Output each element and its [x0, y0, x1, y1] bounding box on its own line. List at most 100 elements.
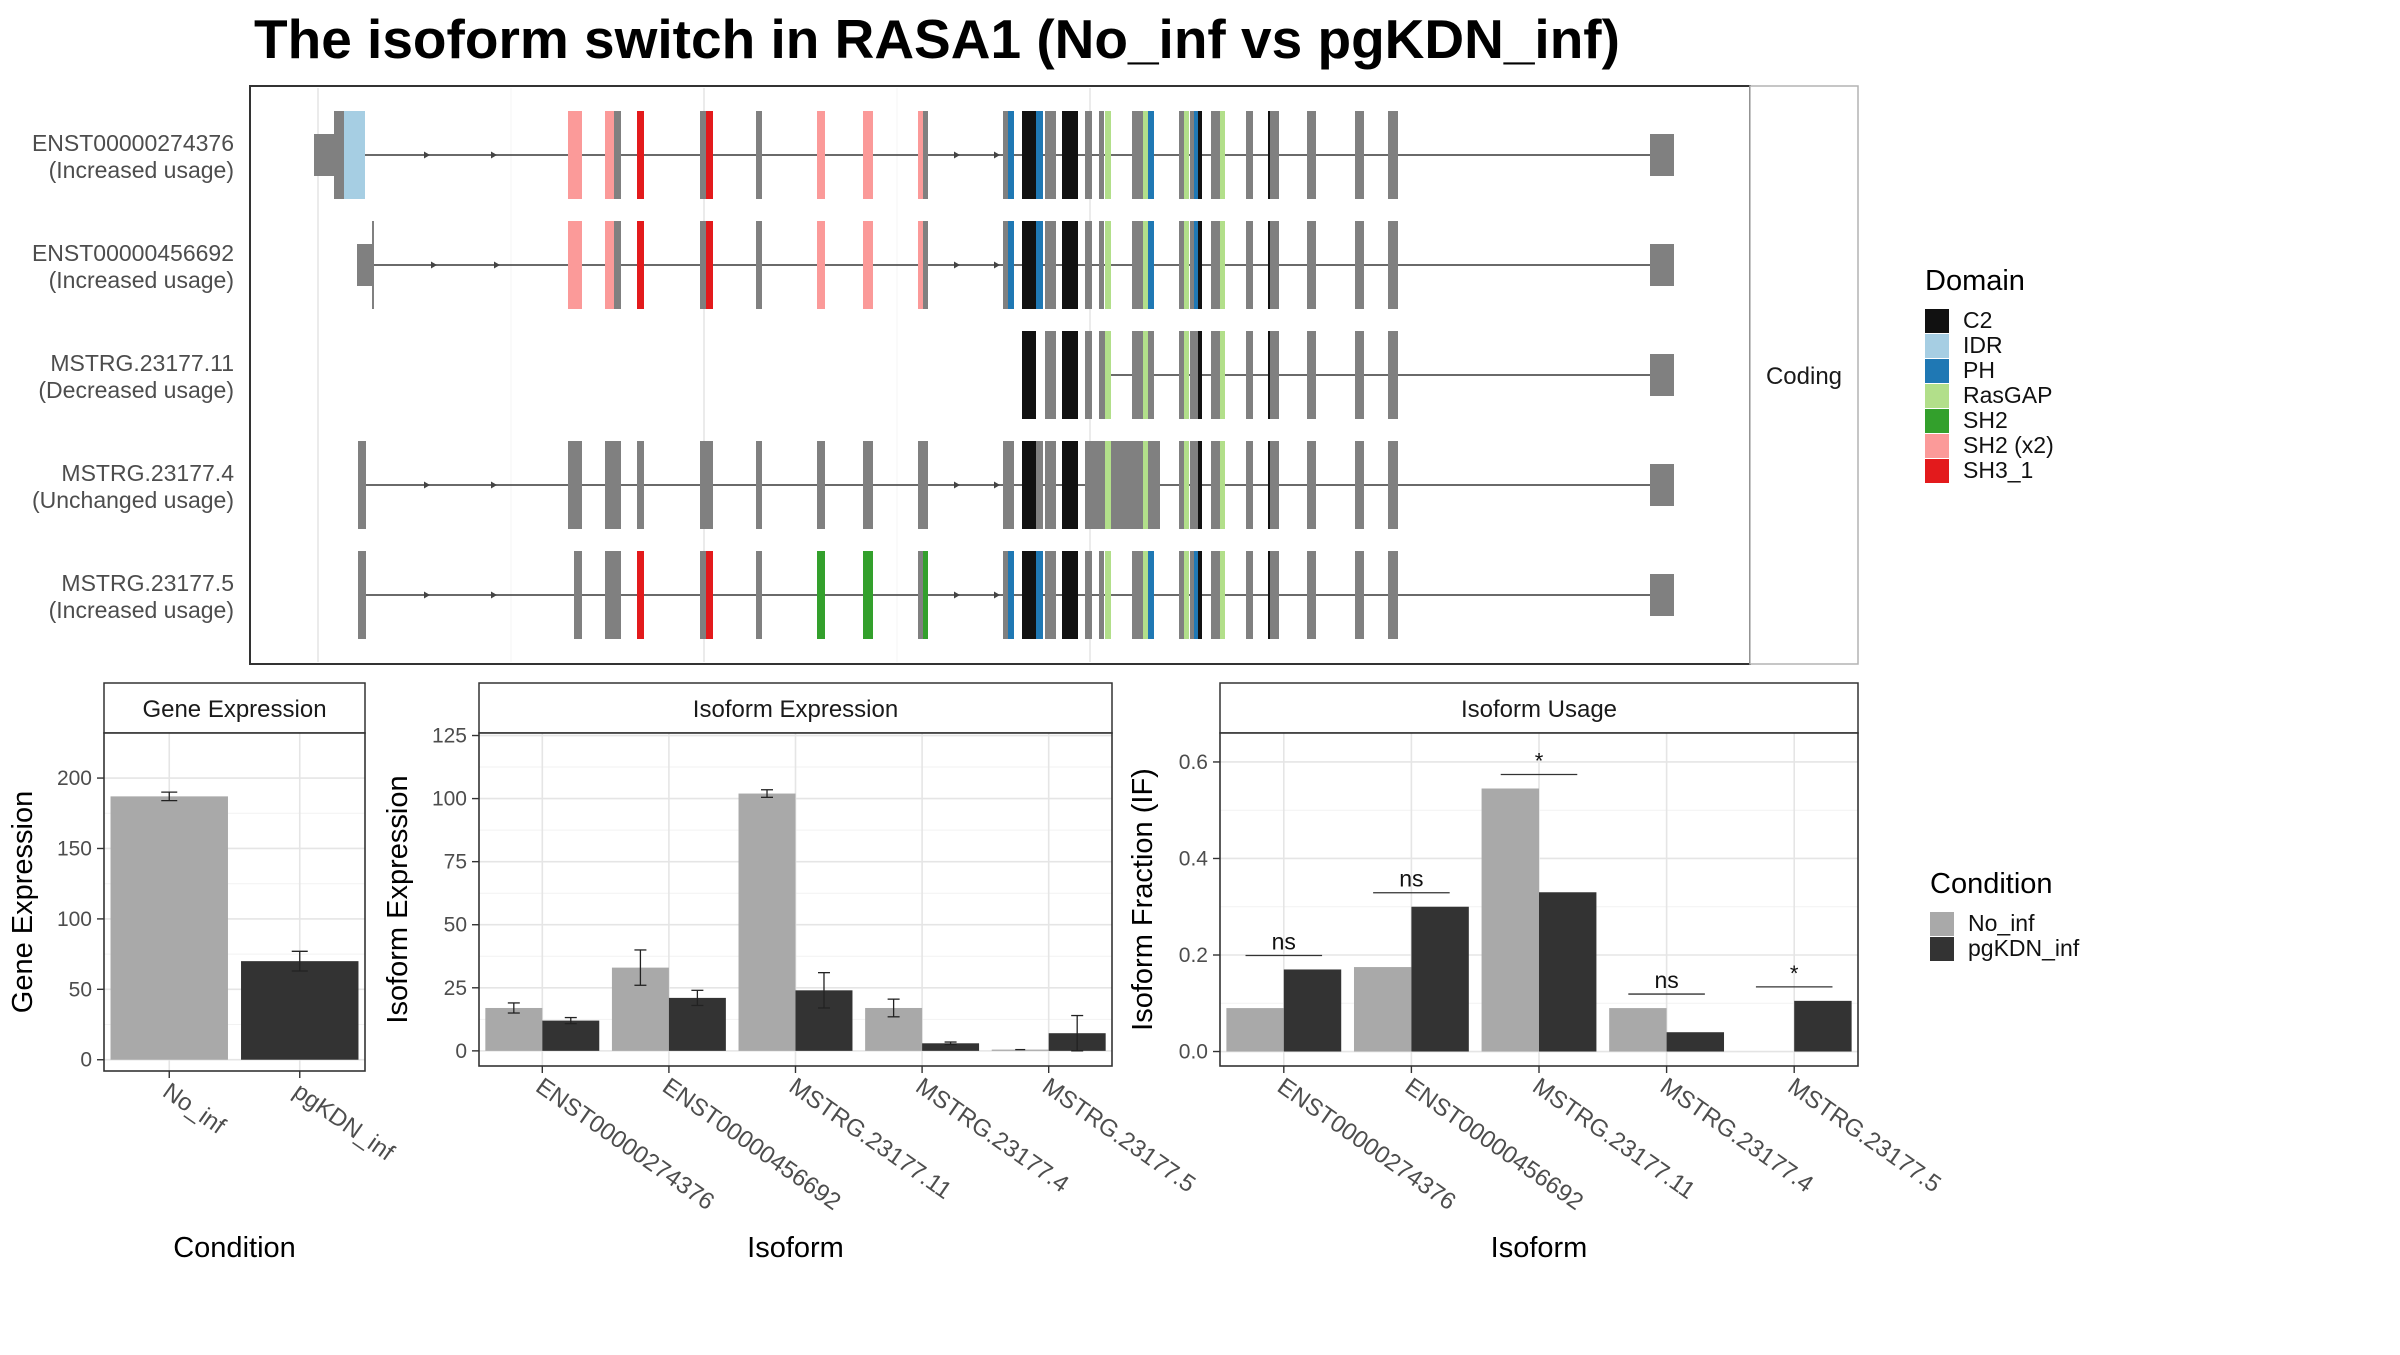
- exon: [700, 111, 706, 199]
- exon: [605, 111, 614, 199]
- isoform-id-label: MSTRG.23177.5: [61, 570, 234, 596]
- exon: [1022, 331, 1036, 419]
- exon: [923, 221, 928, 309]
- legend-label: SH2 (x2): [1963, 432, 2054, 459]
- panel-title: Isoform Expression: [693, 696, 898, 723]
- y-axis-label: Isoform Fraction (IF): [1127, 768, 1159, 1031]
- isoform-expression-panel: Isoform Expression0255075100125ENST00000…: [382, 683, 1200, 1264]
- exon: [1085, 551, 1092, 639]
- isoform-usage-label: (Decreased usage): [38, 377, 234, 403]
- exon: [1022, 111, 1036, 199]
- exon: [1003, 551, 1008, 639]
- panel-title: Gene Expression: [142, 696, 326, 723]
- y-tick-label: 0: [455, 1040, 467, 1063]
- exon: [1194, 551, 1198, 639]
- exon: [1045, 331, 1056, 419]
- bar: [1226, 1008, 1283, 1051]
- exon: [1307, 441, 1316, 529]
- exon: [1179, 441, 1184, 529]
- y-tick-label: 75: [444, 851, 467, 874]
- exon: [1105, 111, 1111, 199]
- legend-swatch: [1925, 434, 1949, 458]
- isoform-structure-panel: Coding ENST00000274376(Increased usage)E…: [32, 86, 1858, 664]
- exon: [863, 111, 873, 199]
- y-tick-label: 0.4: [1179, 847, 1209, 870]
- exon: [863, 551, 873, 639]
- utr3-block: [1650, 464, 1674, 506]
- exon: [918, 111, 923, 199]
- exon: [1022, 551, 1036, 639]
- y-tick-label: 100: [432, 788, 467, 811]
- exon: [1132, 551, 1143, 639]
- y-tick-label: 50: [69, 978, 92, 1001]
- y-tick-label: 50: [444, 914, 467, 937]
- x-axis-label: Condition: [173, 1232, 296, 1264]
- exon: [568, 441, 582, 529]
- utr3-block: [1650, 244, 1674, 286]
- y-tick-label: 100: [57, 908, 92, 931]
- bar: [1411, 907, 1468, 1052]
- exon: [605, 551, 614, 639]
- exon: [1062, 331, 1078, 419]
- y-tick-label: 150: [57, 837, 92, 860]
- exon: [568, 221, 582, 309]
- exon: [1085, 221, 1092, 309]
- exon: [863, 441, 873, 529]
- exon: [1270, 441, 1279, 529]
- exon: [637, 441, 644, 529]
- exon: [1132, 331, 1143, 419]
- exon: [918, 551, 923, 639]
- isoform-usage-label: (Increased usage): [49, 157, 234, 183]
- exon: [706, 551, 713, 639]
- isoform-id-label: ENST00000456692: [32, 240, 234, 266]
- y-tick-label: 25: [444, 977, 467, 1000]
- utr3-block: [1650, 574, 1674, 616]
- exon: [1062, 221, 1078, 309]
- exon: [1085, 331, 1092, 419]
- exon: [1143, 331, 1148, 419]
- bar: [1667, 1032, 1724, 1051]
- exon: [1184, 331, 1189, 419]
- utr5-block: [314, 134, 334, 176]
- exon: [1388, 221, 1398, 309]
- legend-swatch: [1925, 334, 1949, 358]
- exon: [1132, 111, 1143, 199]
- exon: [700, 551, 706, 639]
- exon: [1179, 221, 1184, 309]
- exon: [1045, 551, 1056, 639]
- exon: [706, 111, 713, 199]
- exon: [1099, 441, 1104, 529]
- exon: [1220, 221, 1225, 309]
- isoform-usage-label: (Increased usage): [49, 597, 234, 623]
- strip-coding-label: Coding: [1766, 363, 1842, 390]
- exon: [605, 221, 614, 309]
- y-axis-label: Isoform Expression: [382, 775, 414, 1023]
- exon: [1198, 441, 1202, 529]
- exon: [1190, 221, 1194, 309]
- exon: [1190, 441, 1198, 529]
- figure-title: The isoform switch in RASA1 (No_inf vs p…: [254, 8, 1620, 70]
- exon: [1220, 331, 1225, 419]
- exon: [1270, 221, 1279, 309]
- exon: [1105, 331, 1111, 419]
- isoform-id-label: MSTRG.23177.11: [50, 350, 234, 376]
- y-tick-label: 125: [432, 725, 467, 748]
- exon: [817, 551, 825, 639]
- exon: [1085, 441, 1092, 529]
- exon: [1211, 441, 1220, 529]
- legend-swatch: [1925, 459, 1949, 483]
- exon: [1307, 221, 1316, 309]
- exon: [1099, 221, 1104, 309]
- y-tick-label: 0: [80, 1049, 92, 1072]
- exon: [817, 221, 825, 309]
- exon: [568, 111, 582, 199]
- legend-swatch: [1925, 409, 1949, 433]
- exon: [1220, 111, 1225, 199]
- exon: [706, 221, 713, 309]
- exon: [1307, 111, 1316, 199]
- bar: [1794, 1001, 1851, 1052]
- y-tick-label: 0.6: [1179, 751, 1208, 774]
- exon: [1307, 551, 1316, 639]
- exon: [1099, 551, 1104, 639]
- legend-swatch: [1925, 384, 1949, 408]
